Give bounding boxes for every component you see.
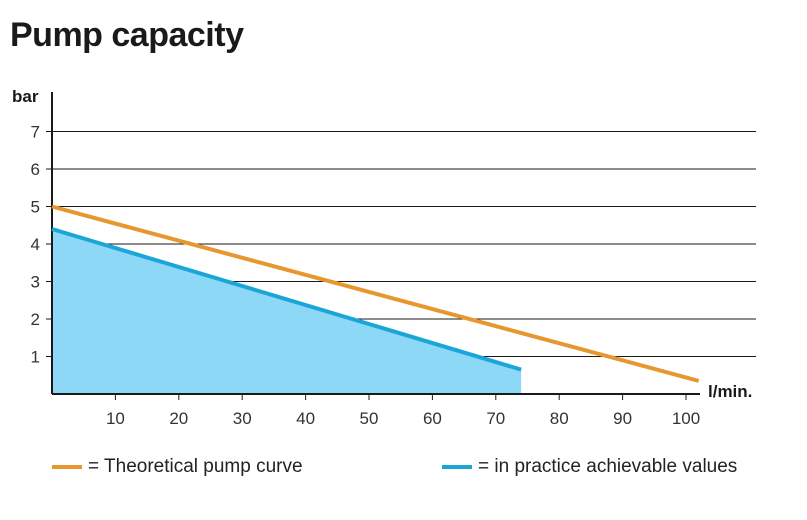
x-tick-label: 40: [296, 409, 315, 428]
x-tick-label: 20: [169, 409, 188, 428]
chart-title: Pump capacity: [10, 16, 244, 54]
y-tick-label: 1: [31, 348, 40, 367]
x-tick-label: 80: [550, 409, 569, 428]
legend-swatch-orange: [52, 465, 82, 469]
x-axis-label: l/min.: [708, 382, 752, 401]
legend-label-practice: = in practice achievable values: [478, 456, 738, 477]
y-tick-label: 7: [31, 123, 40, 142]
fill-area: [52, 229, 522, 394]
x-tick-label: 10: [106, 409, 125, 428]
practice-values-line: [51, 227, 522, 372]
theoretical-pump-curve-line: [51, 204, 700, 383]
x-tick-label: 70: [486, 409, 505, 428]
x-tick-label: 50: [360, 409, 379, 428]
y-tick-label: 2: [31, 310, 40, 329]
y-tick-label: 6: [31, 160, 40, 179]
legend-item-theoretical: = Theoretical pump curve: [52, 456, 303, 478]
y-tick-label: 4: [31, 235, 40, 254]
x-tick-label: 60: [423, 409, 442, 428]
y-tick-label: 5: [31, 198, 40, 217]
practice-fill-area: [52, 229, 522, 394]
x-tick-label: 90: [613, 409, 632, 428]
series-lines: [51, 204, 700, 383]
tick-labels: 1 2 3 4 5 6 7 10 20 30 40 50 60 70 80 90 100: [31, 123, 701, 429]
y-tick-label: 3: [31, 273, 40, 292]
y-axis-label: bar: [12, 87, 39, 106]
x-tick-label: 30: [233, 409, 252, 428]
legend-swatch-blue: [442, 465, 472, 469]
legend-label-theoretical: = Theoretical pump curve: [88, 456, 303, 477]
legend-item-practice: = in practice achievable values: [442, 456, 737, 478]
x-tick-label: 100: [672, 409, 700, 428]
axes: [51, 92, 700, 400]
